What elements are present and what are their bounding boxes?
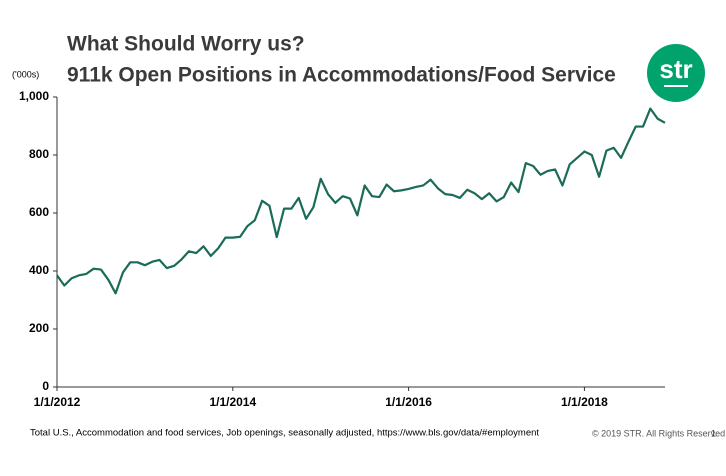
copyright: © 2019 STR. All Rights Reserved. [592,428,726,438]
chart-subtitle: 911k Open Positions in Accommodations/Fo… [67,64,616,87]
y-tick-label: 1,000 [19,89,49,103]
y-tick-label: 600 [29,205,49,219]
page-number: 1 [711,428,716,438]
x-tick-label: 1/1/2016 [385,395,432,409]
logo: str [659,54,692,84]
source-note: Total U.S., Accommodation and food servi… [30,428,539,439]
chart-title: What Should Worry us? [67,33,305,56]
x-tick-label: 1/1/2014 [209,395,256,409]
y-unit: ('000s) [12,69,39,79]
data-line [56,107,666,295]
y-tick-label: 800 [29,147,49,161]
y-tick-label: 0 [42,379,49,393]
x-tick-label: 1/1/2018 [561,395,608,409]
y-tick-label: 200 [29,321,49,335]
y-tick-label: 400 [29,263,49,277]
x-tick-label: 1/1/2012 [34,395,81,409]
logo-circle [647,44,705,102]
